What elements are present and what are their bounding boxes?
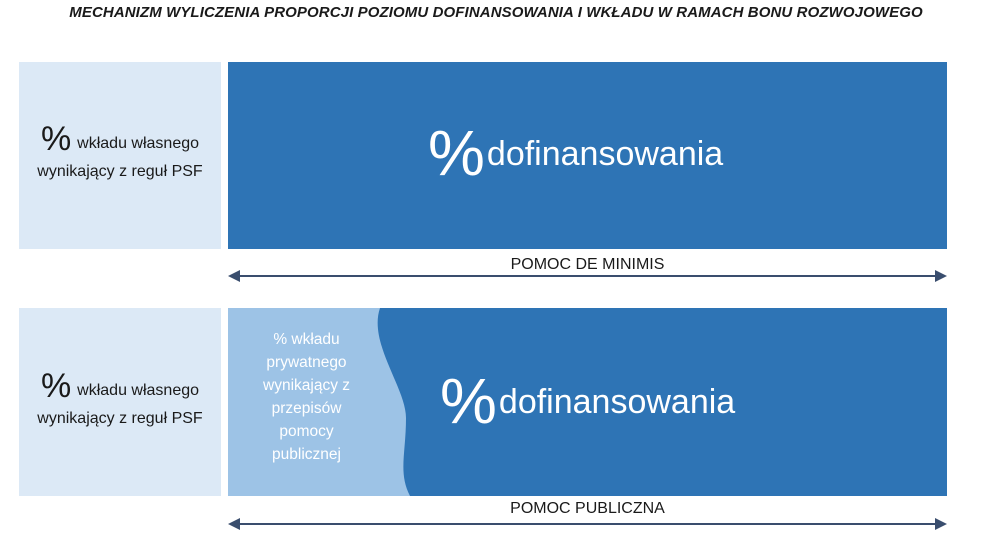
percent-sign: % — [428, 117, 485, 189]
co-financing-label-2: %dofinansowania — [440, 364, 735, 438]
private-line: przepisów — [271, 400, 342, 417]
co-financing-word: dofinansowania — [498, 383, 736, 421]
private-line: % wkładu — [273, 331, 340, 348]
own-contribution-box-2: % wkładu własnego wynikający z reguł PSF — [19, 308, 221, 496]
public-aid-label: POMOC PUBLICZNA — [510, 500, 665, 517]
private-contribution-text: % wkładu prywatnego wynikający z przepis… — [234, 328, 379, 466]
de-minimis-arrow — [228, 270, 947, 282]
private-line: prywatnego — [266, 354, 347, 371]
own-contribution-box-1: % wkładu własnego wynikający z reguł PSF — [19, 62, 221, 249]
percent-sign: % — [40, 366, 72, 405]
percent-sign: % — [40, 120, 72, 158]
de-minimis-label: POMOC DE MINIMIS — [510, 256, 665, 273]
private-line: wynikający z — [263, 377, 350, 394]
own-contribution-line2: wynikający z reguł PSF — [37, 163, 203, 180]
co-financing-word: dofinansowania — [486, 135, 724, 173]
co-financing-box-1: %dofinansowania — [228, 62, 947, 249]
own-contribution-line2: wynikający z reguł PSF — [37, 409, 203, 427]
private-line: pomocy — [279, 423, 334, 440]
co-financing-label-1: %dofinansowania — [428, 116, 723, 190]
private-contribution-shape — [228, 308, 410, 496]
percent-sign: % — [440, 365, 497, 437]
own-contribution-line1: wkładu własnego — [77, 381, 200, 399]
diagram-title: MECHANIZM WYLICZENIA PROPORCJI POZIOMU D… — [69, 4, 923, 21]
public-aid-arrow — [228, 518, 947, 530]
own-contribution-line1: wkładu własnego — [77, 135, 200, 152]
private-line: publicznej — [272, 446, 341, 463]
